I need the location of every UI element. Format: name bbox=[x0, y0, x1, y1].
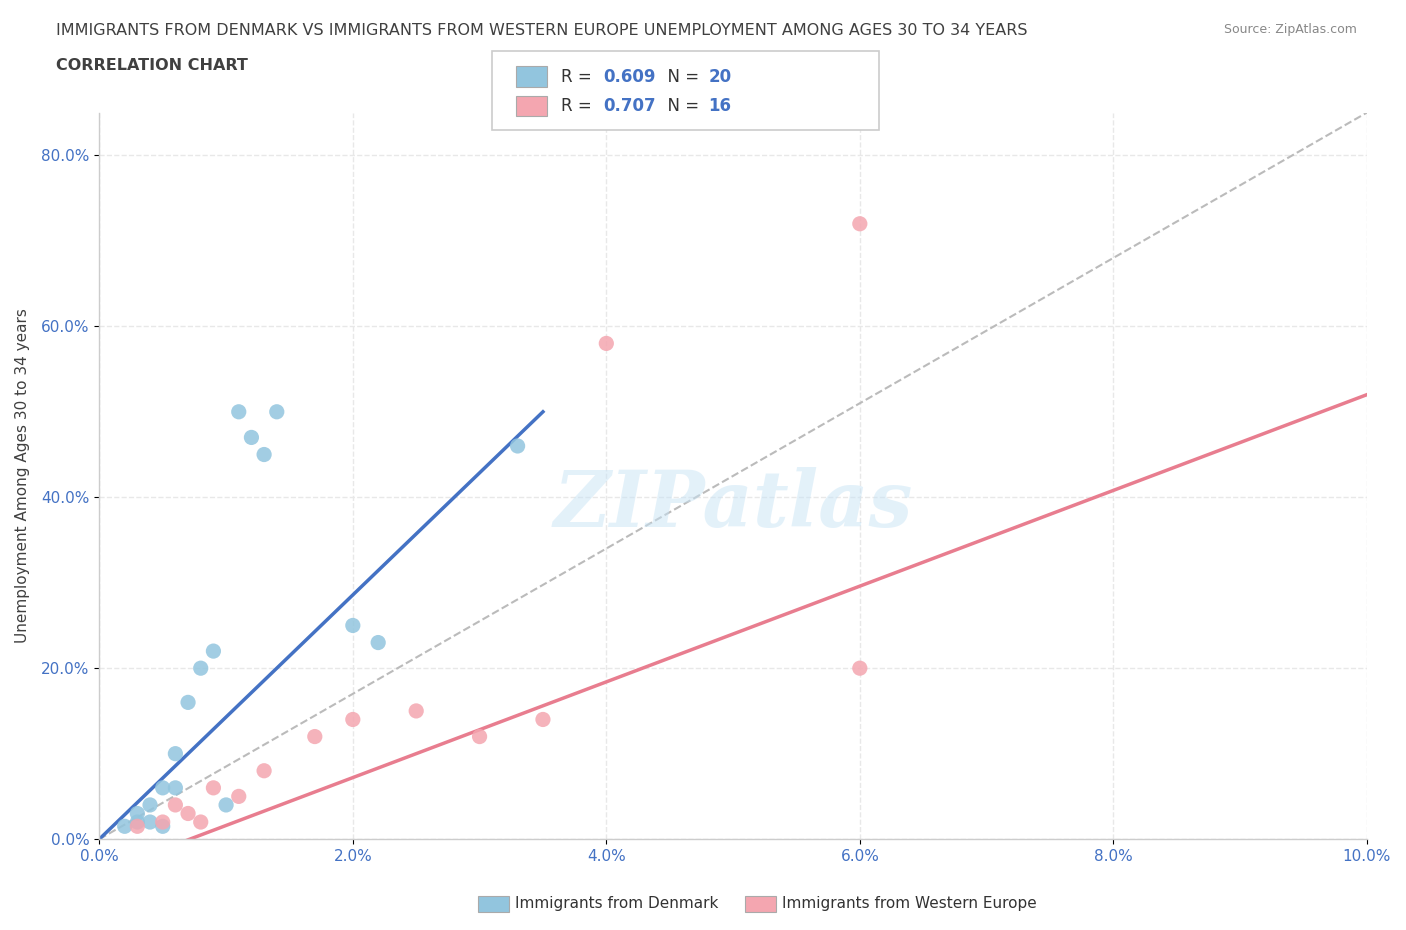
Text: ZIPatlas: ZIPatlas bbox=[554, 467, 912, 543]
Point bbox=[367, 635, 389, 650]
Point bbox=[253, 764, 276, 778]
Point bbox=[190, 660, 212, 675]
Point bbox=[215, 798, 238, 813]
Text: Source: ZipAtlas.com: Source: ZipAtlas.com bbox=[1223, 23, 1357, 36]
Point bbox=[266, 405, 288, 419]
Text: IMMIGRANTS FROM DENMARK VS IMMIGRANTS FROM WESTERN EUROPE UNEMPLOYMENT AMONG AGE: IMMIGRANTS FROM DENMARK VS IMMIGRANTS FR… bbox=[56, 23, 1028, 38]
Text: N =: N = bbox=[657, 97, 704, 115]
Point bbox=[595, 336, 617, 351]
Point bbox=[177, 695, 200, 710]
Text: R =: R = bbox=[561, 68, 598, 86]
Text: Immigrants from Western Europe: Immigrants from Western Europe bbox=[782, 897, 1036, 911]
Point bbox=[152, 815, 174, 830]
Text: 0.609: 0.609 bbox=[603, 68, 655, 86]
Point bbox=[177, 806, 200, 821]
Y-axis label: Unemployment Among Ages 30 to 34 years: Unemployment Among Ages 30 to 34 years bbox=[15, 309, 30, 644]
Point bbox=[152, 780, 174, 795]
Text: R =: R = bbox=[561, 97, 598, 115]
Text: 16: 16 bbox=[709, 97, 731, 115]
Text: Immigrants from Denmark: Immigrants from Denmark bbox=[515, 897, 718, 911]
Point bbox=[190, 815, 212, 830]
Point bbox=[165, 746, 187, 761]
Point bbox=[139, 798, 162, 813]
Point bbox=[849, 660, 872, 675]
Point bbox=[342, 618, 364, 633]
Point bbox=[127, 815, 149, 830]
Point bbox=[165, 798, 187, 813]
Text: 0.707: 0.707 bbox=[603, 97, 655, 115]
Point bbox=[139, 815, 162, 830]
Point bbox=[531, 712, 554, 727]
Point bbox=[228, 405, 250, 419]
Point bbox=[165, 780, 187, 795]
Point bbox=[127, 819, 149, 834]
Point bbox=[240, 430, 263, 445]
Point bbox=[468, 729, 491, 744]
Point bbox=[114, 819, 136, 834]
Point bbox=[202, 644, 225, 658]
Point bbox=[342, 712, 364, 727]
Point bbox=[228, 789, 250, 804]
Point bbox=[152, 819, 174, 834]
Point bbox=[127, 806, 149, 821]
Point bbox=[506, 439, 529, 454]
Point bbox=[202, 780, 225, 795]
Point bbox=[849, 217, 872, 232]
Point bbox=[405, 703, 427, 718]
Text: CORRELATION CHART: CORRELATION CHART bbox=[56, 58, 247, 73]
Point bbox=[253, 447, 276, 462]
Text: 20: 20 bbox=[709, 68, 731, 86]
Point bbox=[304, 729, 326, 744]
Text: N =: N = bbox=[657, 68, 704, 86]
